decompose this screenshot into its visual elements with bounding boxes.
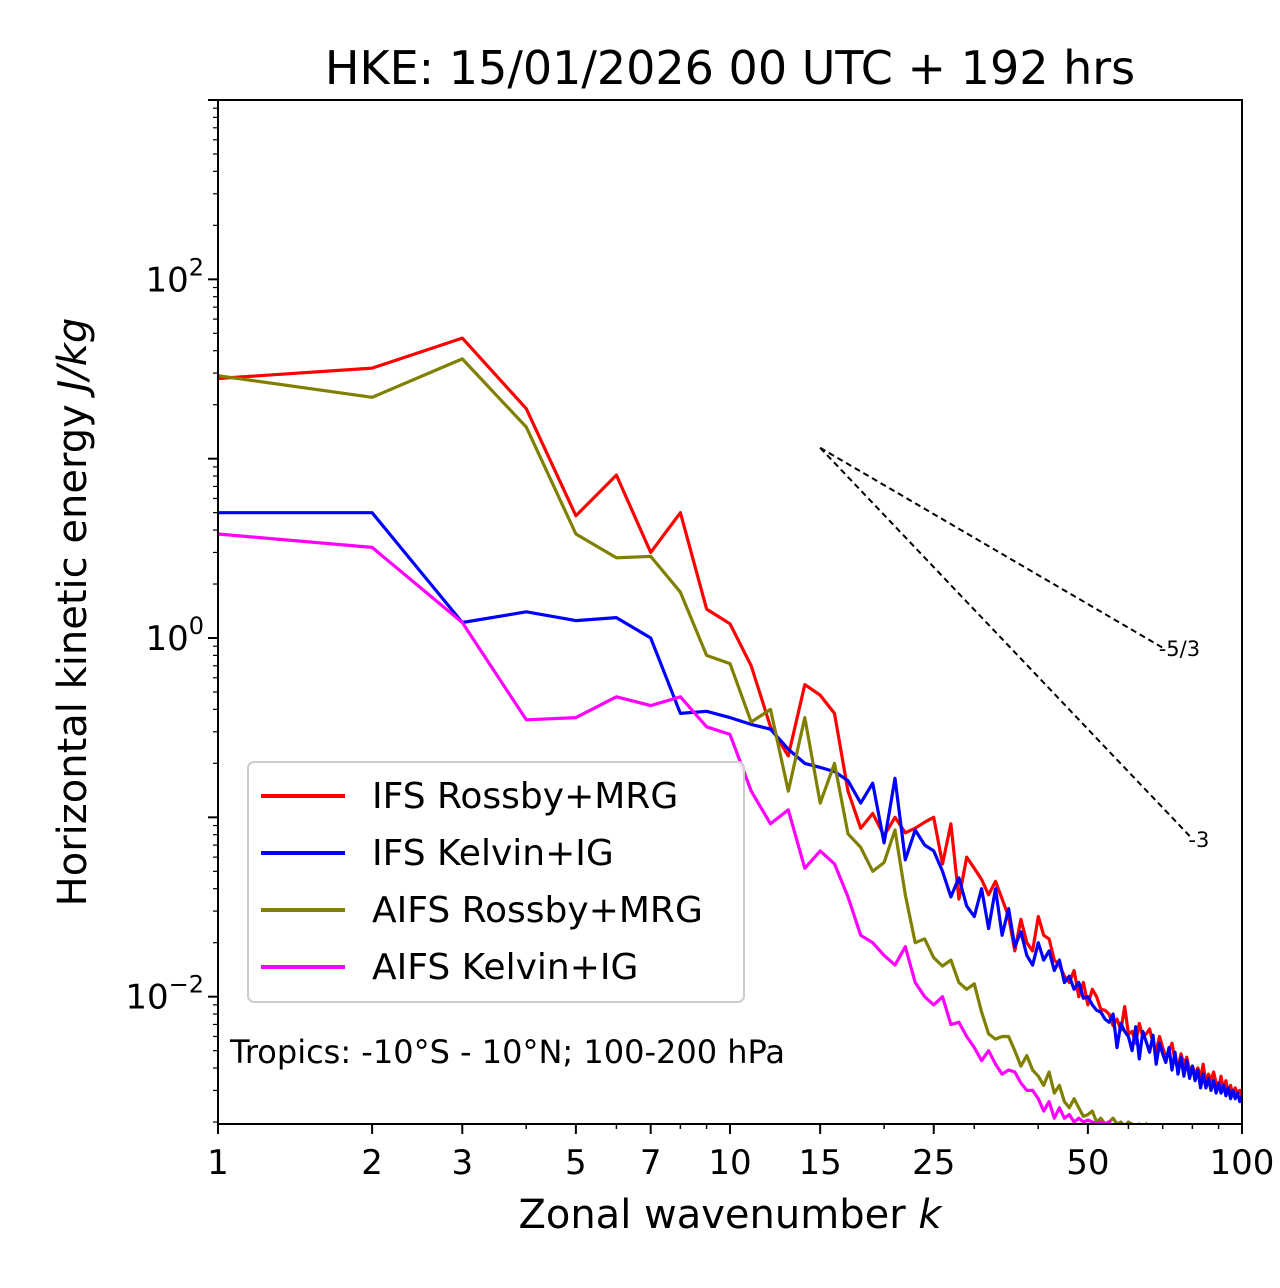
x-tick-label: 10 [708, 1143, 751, 1183]
y-axis: 102 100 10−2 [125, 99, 218, 1123]
y-tick-label: 102 [145, 253, 204, 300]
legend-label: AIFS Rossby+MRG [372, 890, 703, 931]
x-tick-label: 5 [565, 1143, 587, 1183]
series-line-ifs-kelvin-ig [218, 511, 1242, 1104]
x-tick-label: 1 [207, 1143, 229, 1183]
series-line-ifs-rossby-mrg [218, 336, 1242, 1098]
legend-label: AIFS Kelvin+IG [372, 947, 638, 988]
legend-box [247, 761, 745, 1003]
region-annotation: Tropics: -10°S - 10°N; 100-200 hPa [229, 1033, 785, 1071]
series-line-aifs-kelvin-ig [218, 532, 1112, 1124]
slope-line-1 [819, 446, 1164, 649]
series-layer [218, 336, 1242, 1124]
x-axis-label: Zonal wavenumber k [518, 1192, 943, 1238]
x-tick-label: 7 [640, 1143, 662, 1183]
x-axis: 1 2 3 5 7 10 15 25 50 100 [207, 1124, 1274, 1183]
x-tick-label: 50 [1066, 1143, 1109, 1183]
x-tick-label: 2 [361, 1143, 383, 1183]
y-tick-label: 10−2 [125, 971, 204, 1018]
legend-label: IFS Kelvin+IG [372, 833, 614, 874]
slope-line-2 [819, 447, 1194, 840]
series-line-aifs-rossby-mrg [218, 357, 1149, 1124]
x-tick-label: 25 [912, 1143, 955, 1183]
x-tick-label: 100 [1210, 1143, 1275, 1183]
x-tick-label: 3 [451, 1143, 473, 1183]
slope-label-1: -5/3 [1159, 637, 1200, 661]
legend-label: IFS Rossby+MRG [372, 776, 678, 817]
y-tick-label: 100 [145, 612, 204, 659]
x-tick-label: 15 [799, 1143, 842, 1183]
y-axis-label: Horizontal kinetic energy J/kg [50, 318, 96, 907]
slope-label-2: -3 [1188, 828, 1209, 852]
chart-title: HKE: 15/01/2026 00 UTC + 192 hrs [325, 41, 1135, 95]
legend: IFS Rossby+MRG IFS Kelvin+IG AIFS Rossby+M… [247, 761, 745, 1003]
reference-slopes: -5/3 -3 [819, 446, 1209, 852]
